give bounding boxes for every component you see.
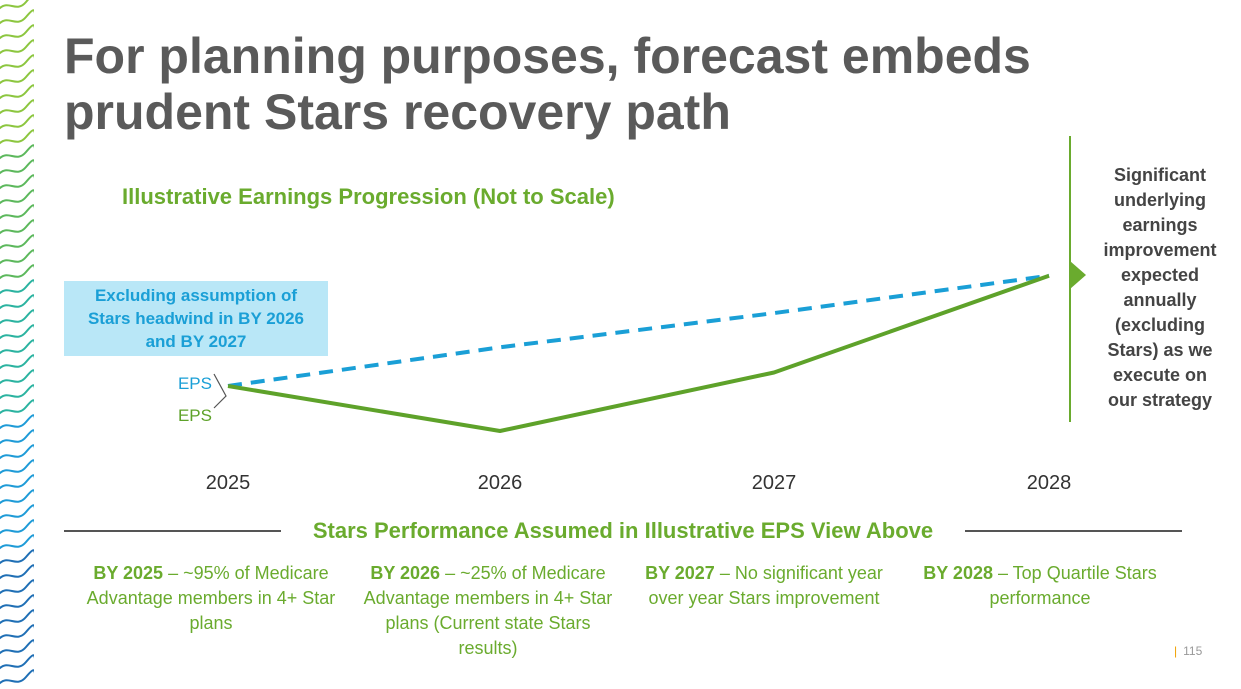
callout-line: Excluding assumption of (94, 286, 298, 305)
wave-stroke (0, 444, 34, 460)
by-label: BY 2028 (923, 563, 993, 583)
by-label: BY 2025 (93, 563, 164, 583)
wave-stroke (0, 549, 34, 565)
right-side-note: Significant underlying earnings improvem… (1090, 163, 1230, 413)
wave-stroke (0, 204, 34, 220)
series-label: EPS (178, 406, 212, 425)
chart-title: Illustrative Earnings Progression (Not t… (122, 184, 615, 209)
by-text: – ~25% of Medicare Advantage members in … (363, 563, 613, 658)
heading-rule-left (64, 530, 281, 532)
note-line: execute on (1112, 365, 1208, 385)
wave-stroke (0, 489, 34, 505)
wave-stroke (0, 24, 34, 40)
note-line: underlying (1113, 190, 1206, 210)
wave-stroke (0, 369, 34, 385)
by-text: – No significant year over year Stars im… (648, 563, 883, 608)
wave-stroke (0, 579, 34, 595)
wave-stroke (0, 114, 34, 130)
arrow-marker-icon (1070, 261, 1086, 289)
callout-line: and BY 2027 (145, 332, 247, 351)
note-line: improvement (1103, 240, 1217, 260)
by-text: – Top Quartile Stars performance (989, 563, 1157, 608)
wave-stroke (0, 39, 34, 55)
wave-stroke (0, 399, 34, 415)
page-number: | 115 (1174, 644, 1203, 658)
stars-section-heading: Stars Performance Assumed in Illustrativ… (64, 518, 1182, 544)
wave-stroke (0, 84, 34, 100)
eps-solid-series-line (227, 273, 1050, 433)
decorative-wave-border (0, 0, 34, 685)
by-2028-description: BY 2028 – Top Quartile Stars performance (915, 561, 1165, 611)
by-text: – ~95% of Medicare Advantage members in … (86, 563, 336, 633)
wave-stroke (0, 504, 34, 520)
note-line: annually (1123, 290, 1197, 310)
by-label: BY 2026 (370, 563, 441, 583)
note-line: our strategy (1107, 390, 1213, 410)
page-number-value: 115 (1183, 644, 1203, 658)
stars-heading-text: Stars Performance Assumed in Illustrativ… (312, 518, 934, 543)
wave-stroke (0, 174, 34, 190)
wave-stroke (0, 279, 34, 295)
wave-stroke (0, 669, 34, 685)
wave-stroke (0, 0, 30, 10)
wave-stroke (0, 54, 34, 70)
wave-stroke (0, 99, 34, 115)
by-label: BY 2027 (645, 563, 715, 583)
wave-stroke (0, 459, 34, 475)
wave-stroke (0, 609, 34, 625)
wave-stroke (0, 384, 34, 400)
wave-stroke (0, 9, 34, 25)
wave-stroke (0, 309, 34, 325)
page-title: For planning purposes, forecast embeds p… (64, 28, 1031, 140)
note-line: Stars) as we (1107, 340, 1213, 360)
note-line: expected (1120, 265, 1200, 285)
note-line: earnings (1122, 215, 1198, 235)
wave-stroke (0, 624, 34, 640)
wave-stroke (0, 429, 34, 445)
x-tick-label: 2025 (206, 472, 251, 494)
wave-stroke (0, 534, 34, 550)
wave-stroke (0, 519, 34, 535)
wave-stroke (0, 159, 34, 175)
x-tick-label: 2028 (1027, 472, 1072, 494)
wave-stroke (0, 294, 34, 310)
heading-rule-right (965, 530, 1182, 532)
by-2026-description: BY 2026 – ~25% of Medicare Advantage mem… (363, 561, 613, 661)
x-tick-label: 2027 (752, 472, 797, 494)
wave-stroke (0, 324, 34, 340)
eps-dashed-series-line (227, 273, 1050, 388)
wave-stroke (0, 219, 34, 235)
callout-excluding-stars: Excluding assumption of Stars headwind i… (64, 281, 328, 356)
wave-stroke (0, 414, 34, 430)
wave-stroke (0, 354, 34, 370)
by-2027-description: BY 2027 – No significant year over year … (639, 561, 889, 611)
note-line: Significant (1113, 165, 1206, 185)
wave-stroke (0, 129, 34, 145)
wave-stroke (0, 249, 34, 265)
eps-label-bracket (213, 373, 227, 409)
wave-stroke (0, 594, 34, 610)
wave-stroke (0, 234, 34, 250)
wave-stroke (0, 654, 34, 670)
wave-stroke (0, 264, 34, 280)
wave-stroke (0, 639, 34, 655)
note-line: (excluding (1114, 315, 1205, 335)
x-tick-label: 2026 (478, 472, 523, 494)
wave-stroke (0, 69, 34, 85)
wave-stroke (0, 474, 34, 490)
wave-stroke (0, 189, 34, 205)
wave-stroke (0, 339, 34, 355)
wave-stroke (0, 144, 34, 160)
wave-stroke (0, 564, 34, 580)
series-label: EPS (178, 374, 212, 393)
callout-line: Stars headwind in BY 2026 (87, 309, 305, 328)
by-2025-description: BY 2025 – ~95% of Medicare Advantage mem… (86, 561, 336, 636)
